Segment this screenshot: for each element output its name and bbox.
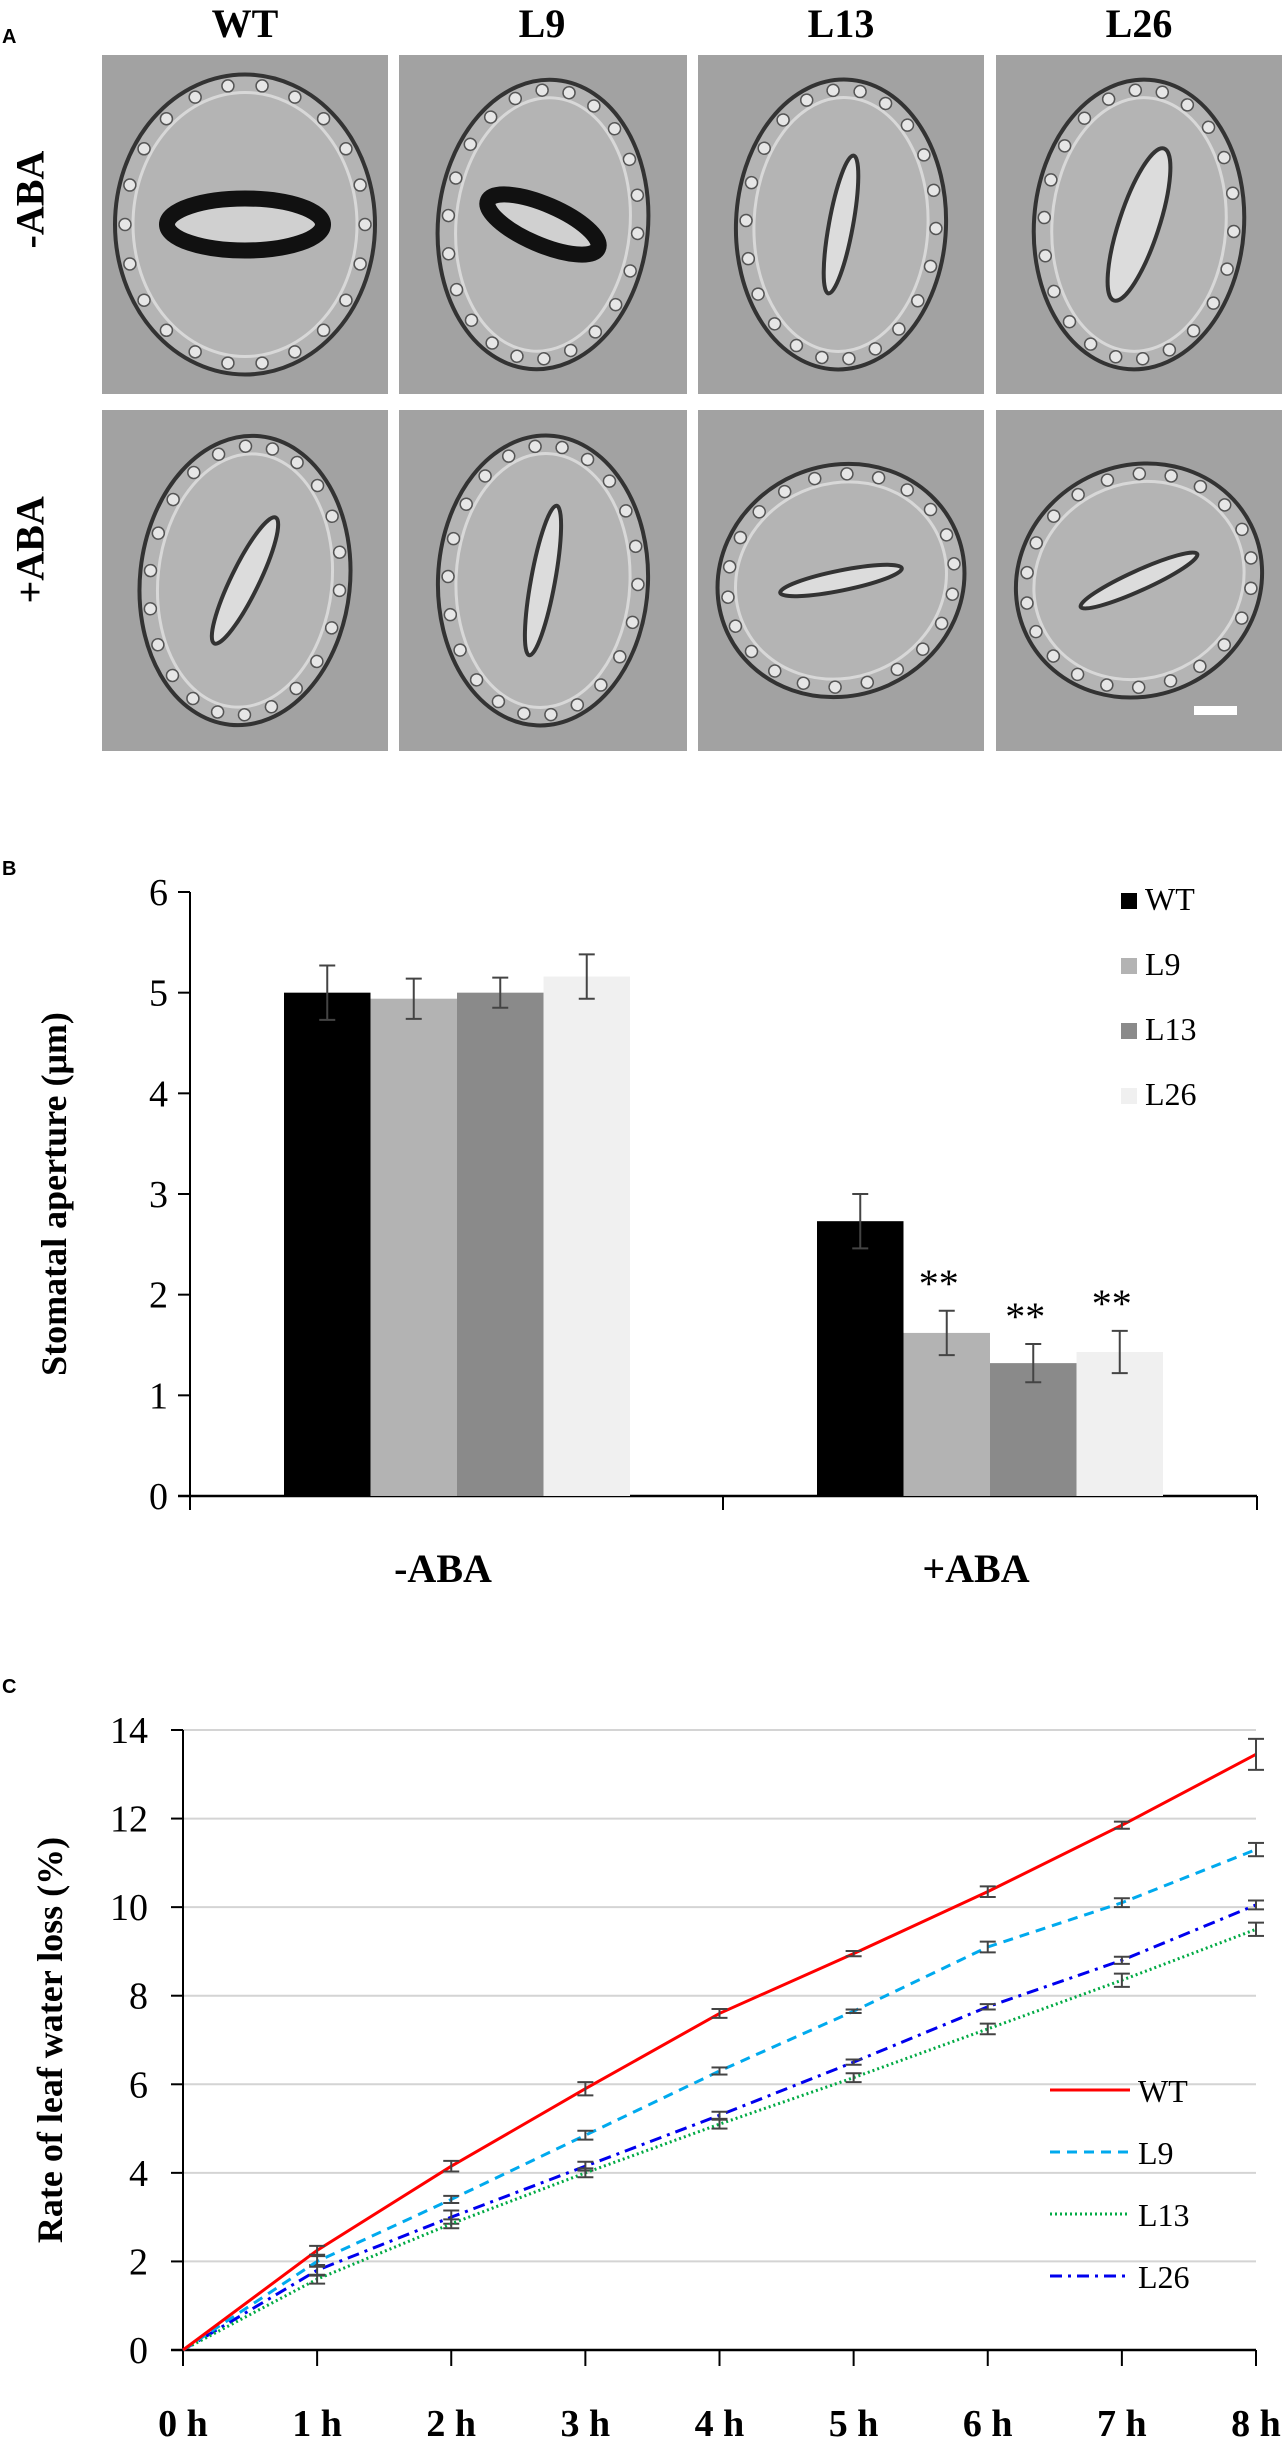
significance-marker: **	[1005, 1294, 1045, 1339]
row-label-plus-aba: +ABA	[0, 496, 60, 610]
micrograph-l13-plus-aba	[698, 410, 984, 751]
x-category-label: +ABA	[922, 1546, 1029, 1591]
panel-label-c: C	[2, 1676, 17, 1698]
legend-swatch	[1121, 1088, 1137, 1104]
legend-label: WT	[1138, 2073, 1188, 2109]
line-chart-leaf-water-loss: 0 2 4 6 8 10 12 14 0 h 1 h 2 h 3 h 4 h 5 h 6 h 7 h 8 h Ra…	[30, 1710, 1281, 2441]
y-tick-label: 1	[149, 1375, 168, 1417]
x-tick-label: 8 h	[1231, 2403, 1281, 2441]
y-tick-label: 8	[129, 1976, 148, 2018]
legend-swatch	[1121, 958, 1137, 974]
scale-bar	[1194, 706, 1237, 715]
line-series-l13	[182, 1927, 1257, 2352]
x-tick-label: 7 h	[1097, 2403, 1147, 2441]
micrograph-wt-minus-aba	[102, 55, 388, 394]
column-label-l26: L26	[1105, 1, 1173, 46]
y-tick-label: 3	[149, 1174, 168, 1216]
legend-label: L13	[1145, 1011, 1197, 1047]
bar-wt-plus-aba	[817, 1221, 904, 1496]
y-tick-label: 0	[129, 2330, 148, 2372]
micrograph-l13-minus-aba	[698, 55, 984, 394]
y-tick-label: 12	[110, 1799, 148, 1841]
row-label-minus-aba: -ABA	[0, 151, 60, 255]
bar-wt-minus-aba	[284, 992, 371, 1496]
column-label-wt: WT	[211, 1, 279, 46]
x-tick-label: 4 h	[695, 2403, 745, 2441]
legend-swatch	[1121, 893, 1137, 909]
bar-l13-plus-aba	[990, 1363, 1077, 1496]
bar-l13-minus-aba	[457, 992, 544, 1496]
legend-label: L9	[1138, 2135, 1174, 2171]
significance-marker: **	[1092, 1281, 1132, 1326]
column-label-l13: L13	[807, 1, 875, 46]
y-tick-label: 14	[110, 1710, 148, 1752]
panel-label-b: B	[2, 858, 17, 880]
y-axis-label: Rate of leaf water loss (%)	[30, 1837, 70, 2243]
y-tick-label: 2	[129, 2241, 148, 2283]
bar-l26-minus-aba	[543, 976, 630, 1496]
bar-l9-minus-aba	[370, 998, 457, 1496]
y-tick-label: 4	[149, 1073, 168, 1115]
x-tick-label: 1 h	[292, 2403, 342, 2441]
micrograph-l9-minus-aba	[399, 55, 687, 394]
bar-l26-plus-aba	[1076, 1352, 1163, 1496]
legend-label: L13	[1138, 2197, 1190, 2233]
micrograph-l26-plus-aba	[996, 410, 1282, 751]
y-tick-label: 6	[149, 872, 168, 914]
panel-label-a: A	[2, 26, 17, 48]
x-tick-label: 2 h	[426, 2403, 476, 2441]
y-tick-label: 5	[149, 973, 168, 1015]
y-tick-label: 10	[110, 1887, 148, 1929]
line-series-l9	[182, 1848, 1257, 2352]
x-tick-label: 3 h	[561, 2403, 611, 2441]
row-label-minus-aba-text: -ABA	[7, 150, 53, 249]
legend-label: L26	[1145, 1076, 1197, 1112]
y-tick-label: 4	[129, 2153, 148, 2195]
bar-l9-plus-aba	[903, 1332, 990, 1496]
y-tick-label: 6	[129, 2064, 148, 2106]
micrograph-wt-plus-aba	[102, 410, 388, 751]
legend-label: L9	[1145, 946, 1181, 982]
x-category-label: -ABA	[394, 1546, 492, 1591]
legend-label: WT	[1145, 881, 1195, 917]
bar-chart-stomatal-aperture: 0 1 2 3 4 5 6 Stomatal aperture (μm) -ABA ** ** ** +…	[34, 872, 1258, 1591]
row-label-plus-aba-text: +ABA	[7, 496, 53, 604]
y-tick-label: 2	[149, 1275, 168, 1317]
y-tick-label: 0	[149, 1476, 168, 1518]
micrograph-l9-plus-aba	[399, 410, 687, 751]
y-axis-label: Stomatal aperture (μm)	[34, 1012, 74, 1376]
significance-marker: **	[919, 1261, 959, 1306]
column-label-l9: L9	[518, 1, 566, 46]
x-tick-label: 0 h	[158, 2403, 208, 2441]
micrograph-l26-minus-aba	[996, 55, 1282, 394]
legend-label: L26	[1138, 2259, 1190, 2295]
legend-swatch	[1121, 1023, 1137, 1039]
x-tick-label: 5 h	[829, 2403, 879, 2441]
x-tick-label: 6 h	[963, 2403, 1013, 2441]
